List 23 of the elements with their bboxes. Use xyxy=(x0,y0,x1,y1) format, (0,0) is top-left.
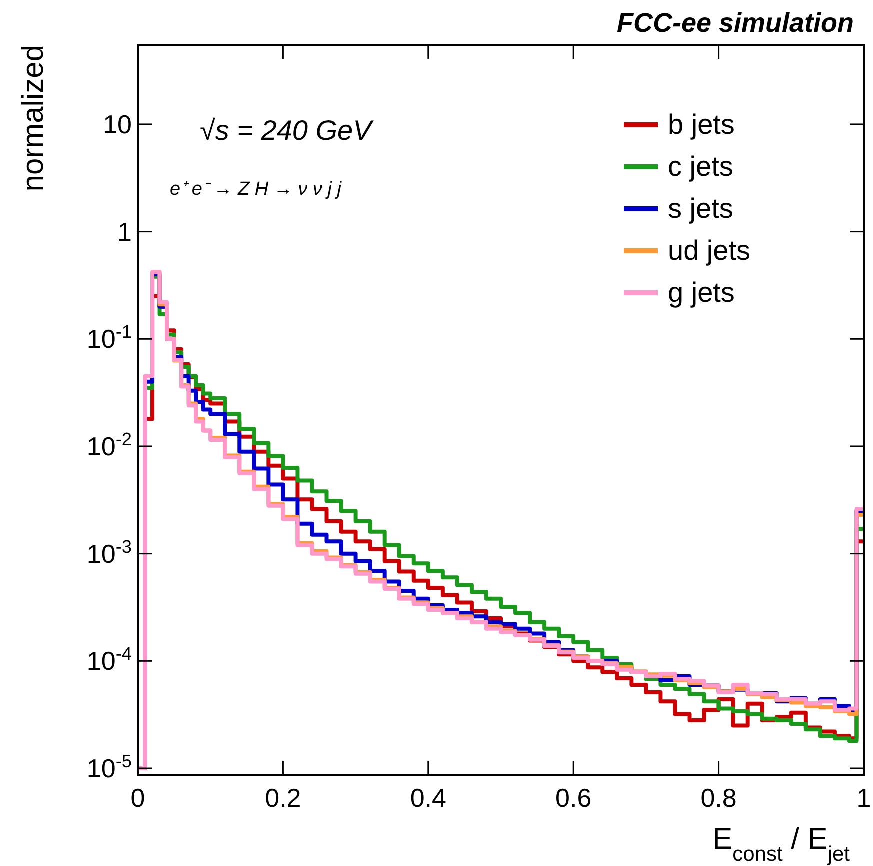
y-tick-label: 10$^{-5}$ xyxy=(86,752,132,784)
y-tick-label: 1 xyxy=(118,216,132,247)
y-tick-label: 10$^{-4}$ xyxy=(86,644,132,676)
y-tick-label: 10$^{-1}$ xyxy=(86,322,132,354)
legend-label: b jets xyxy=(668,109,735,140)
x-tick-label: 0.4 xyxy=(410,783,446,813)
annotation: √s = 240 GeV xyxy=(200,115,374,146)
x-tick-label: 0.6 xyxy=(556,783,592,813)
x-tick-label: 0 xyxy=(130,783,146,813)
y-tick-label: 10$^{-3}$ xyxy=(86,536,132,569)
legend-label: c jets xyxy=(668,151,734,182)
legend-label: s jets xyxy=(668,193,734,224)
chart-title: FCC-ee simulation xyxy=(616,8,854,38)
y-tick-label: 10$^{-2}$ xyxy=(86,429,132,462)
x-tick-label: 0.2 xyxy=(265,783,302,813)
x-tick-label: 0.8 xyxy=(700,783,737,813)
x-tick-label: 1 xyxy=(856,783,872,813)
x-axis-title: E$_{const}$ / E$_{jet}$ xyxy=(712,823,850,866)
annotation: e⁺ e⁻ → Z H → ν ν j j xyxy=(170,179,342,200)
y-tick-label: 10 xyxy=(103,109,132,140)
legend-label: ud jets xyxy=(668,235,750,266)
legend-label: g jets xyxy=(668,277,735,308)
y-axis-title: normalized xyxy=(17,45,50,192)
